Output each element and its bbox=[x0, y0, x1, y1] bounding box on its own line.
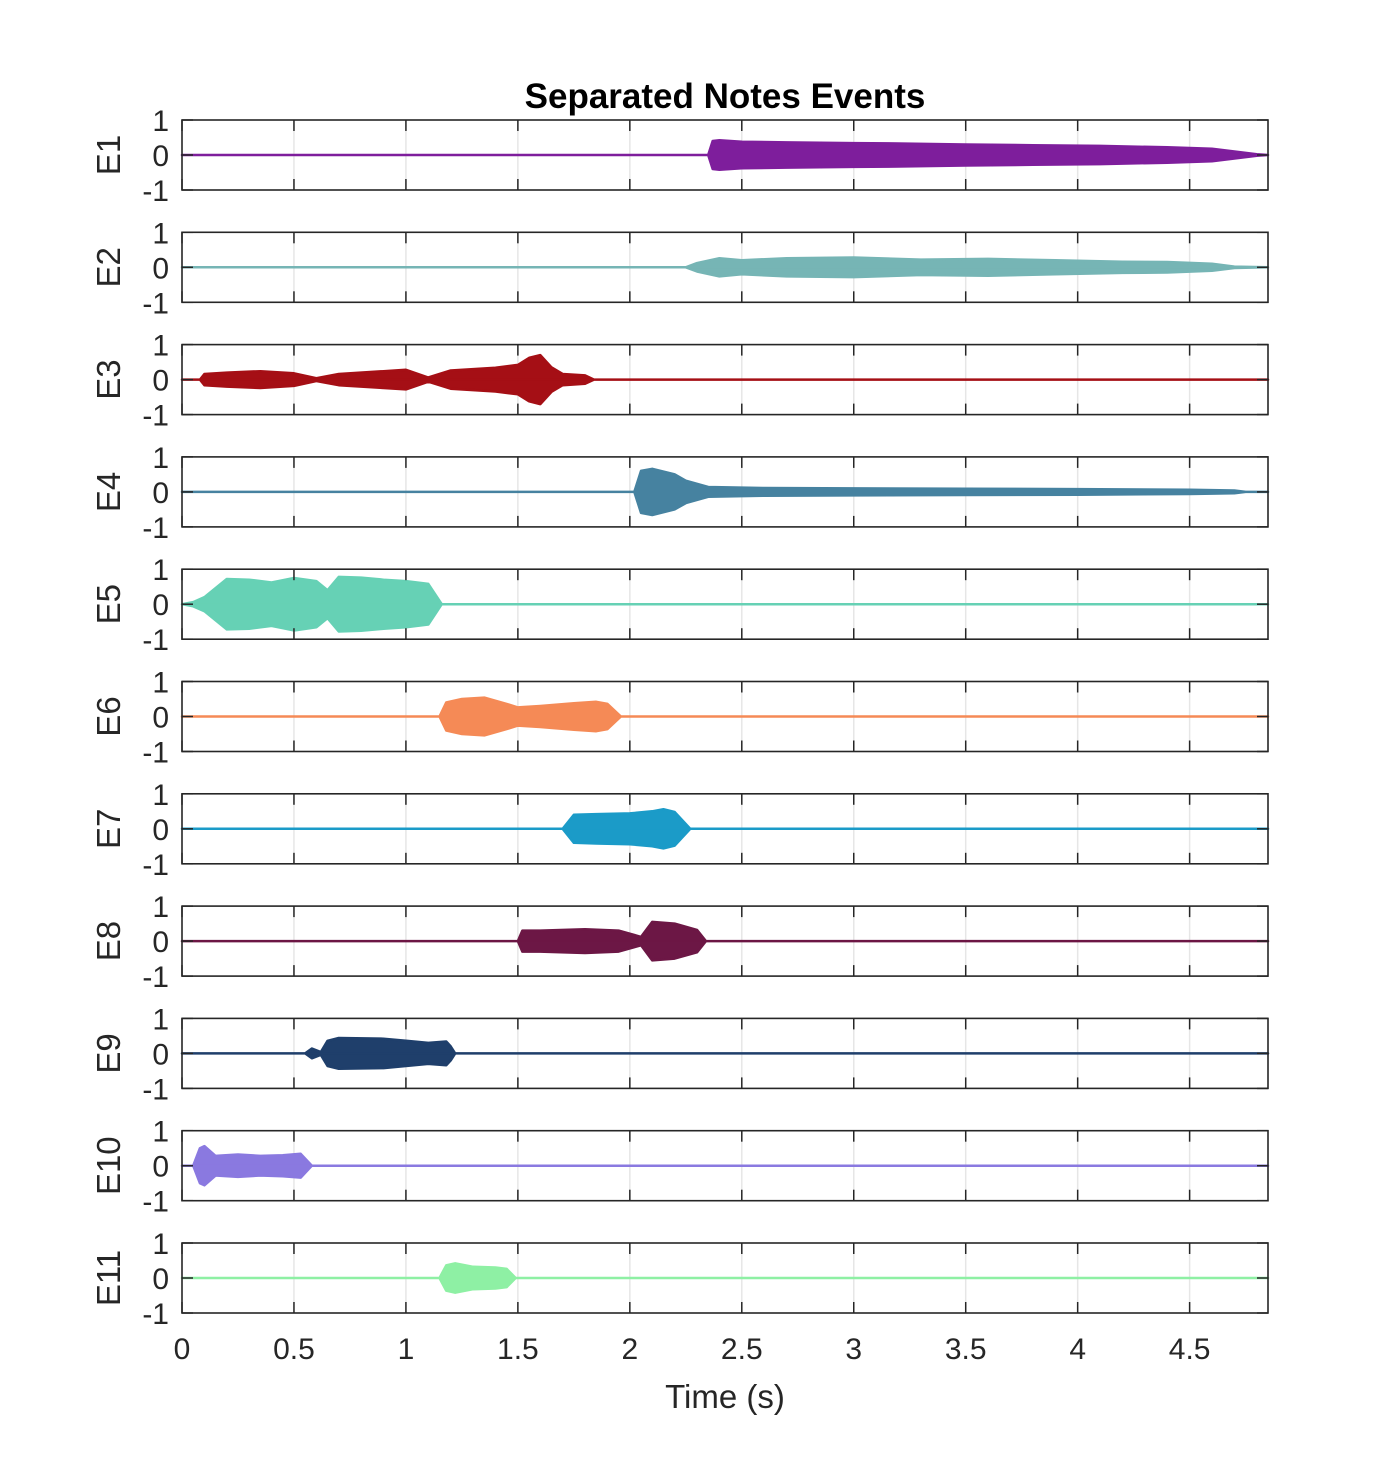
y-tick-label: 1 bbox=[152, 779, 169, 812]
y-axis-label-e4: E4 bbox=[90, 472, 127, 512]
y-tick-label: 1 bbox=[152, 1228, 169, 1261]
subplot-e3: 10-1 E3 bbox=[90, 330, 1270, 433]
x-tick-label: 2.5 bbox=[721, 1333, 763, 1366]
y-tick-label: 0 bbox=[152, 1263, 169, 1296]
subplot-panels: 10-1E110-1E210-1E310-1E410-1E510-1E610-1… bbox=[90, 105, 1270, 1331]
x-tick-label: 0 bbox=[174, 1333, 191, 1366]
subplot-e7: 10-1 E7 bbox=[90, 779, 1270, 882]
x-tick-label: 3 bbox=[845, 1333, 862, 1366]
y-tick-label: 0 bbox=[152, 140, 169, 173]
subplot-e1: 10-1 E1 bbox=[90, 105, 1270, 208]
y-tick-label: -1 bbox=[142, 1073, 169, 1106]
x-tick-label: 3.5 bbox=[945, 1333, 987, 1366]
subplot-e5: 10-1 E5 bbox=[90, 554, 1270, 657]
subplot-e8: 10-1 E8 bbox=[90, 891, 1270, 994]
y-tick-label: 1 bbox=[152, 217, 169, 250]
y-tick-label: 0 bbox=[152, 926, 169, 959]
y-tick-label: 0 bbox=[152, 365, 169, 398]
y-axis-label-e11: E11 bbox=[90, 1250, 127, 1306]
x-tick-label: 4 bbox=[1069, 1333, 1086, 1366]
y-tick-label: 0 bbox=[152, 477, 169, 510]
y-tick-label: 0 bbox=[152, 589, 169, 622]
y-axis-label-e2: E2 bbox=[90, 247, 127, 287]
x-tick-label: 0.5 bbox=[273, 1333, 315, 1366]
x-axis-label: Time (s) bbox=[665, 1378, 785, 1415]
y-tick-label: 1 bbox=[152, 1116, 169, 1149]
y-tick-label: 0 bbox=[152, 814, 169, 847]
y-tick-label: 1 bbox=[152, 330, 169, 363]
y-tick-label: -1 bbox=[142, 1186, 169, 1219]
y-tick-label: 1 bbox=[152, 554, 169, 587]
y-axis-label-e3: E3 bbox=[90, 359, 127, 399]
x-tick-label: 4.5 bbox=[1169, 1333, 1211, 1366]
y-axis-label-e6: E6 bbox=[90, 696, 127, 736]
subplot-e11: 10-1 E11 bbox=[90, 1228, 1270, 1331]
x-tick-label: 2 bbox=[621, 1333, 638, 1366]
y-tick-label: 1 bbox=[152, 667, 169, 700]
y-tick-label: -1 bbox=[142, 961, 169, 994]
chart-title: Separated Notes Events bbox=[525, 77, 926, 116]
y-axis-label-e10: E10 bbox=[90, 1136, 127, 1195]
y-tick-label: 1 bbox=[152, 442, 169, 475]
y-axis-label-e1: E1 bbox=[90, 135, 127, 175]
y-tick-label: 0 bbox=[152, 252, 169, 285]
y-tick-label: 0 bbox=[152, 1038, 169, 1071]
y-tick-label: -1 bbox=[142, 849, 169, 882]
y-tick-label: 1 bbox=[152, 1003, 169, 1036]
y-tick-label: 1 bbox=[152, 105, 169, 138]
y-tick-label: -1 bbox=[142, 175, 169, 208]
y-axis-label-e8: E8 bbox=[90, 921, 127, 961]
y-tick-label: 0 bbox=[152, 702, 169, 735]
y-axis-label-e5: E5 bbox=[90, 584, 127, 624]
y-tick-label: -1 bbox=[142, 624, 169, 657]
x-tick-label: 1.5 bbox=[497, 1333, 539, 1366]
subplot-e6: 10-1 E6 bbox=[90, 667, 1270, 770]
y-axis-label-e7: E7 bbox=[90, 809, 127, 849]
x-axis-tick-labels: 0 0.5 1 1.5 2 2.5 3 3.5 4 4.5 bbox=[174, 1333, 1211, 1366]
y-tick-label: -1 bbox=[142, 512, 169, 545]
subplot-e9: 10-1 E9 bbox=[90, 1003, 1270, 1106]
y-tick-label: 1 bbox=[152, 891, 169, 924]
y-tick-label: -1 bbox=[142, 287, 169, 320]
y-axis-label-e9: E9 bbox=[90, 1033, 127, 1073]
subplot-e2: 10-1 E2 bbox=[90, 217, 1270, 320]
y-tick-label: -1 bbox=[142, 400, 169, 433]
subplot-e10: 10-1 E10 bbox=[90, 1116, 1270, 1219]
y-tick-label: -1 bbox=[142, 737, 169, 770]
subplot-e4: 10-1 E4 bbox=[90, 442, 1270, 545]
y-tick-label: -1 bbox=[142, 1298, 169, 1331]
x-tick-label: 1 bbox=[398, 1333, 415, 1366]
y-tick-label: 0 bbox=[152, 1151, 169, 1184]
